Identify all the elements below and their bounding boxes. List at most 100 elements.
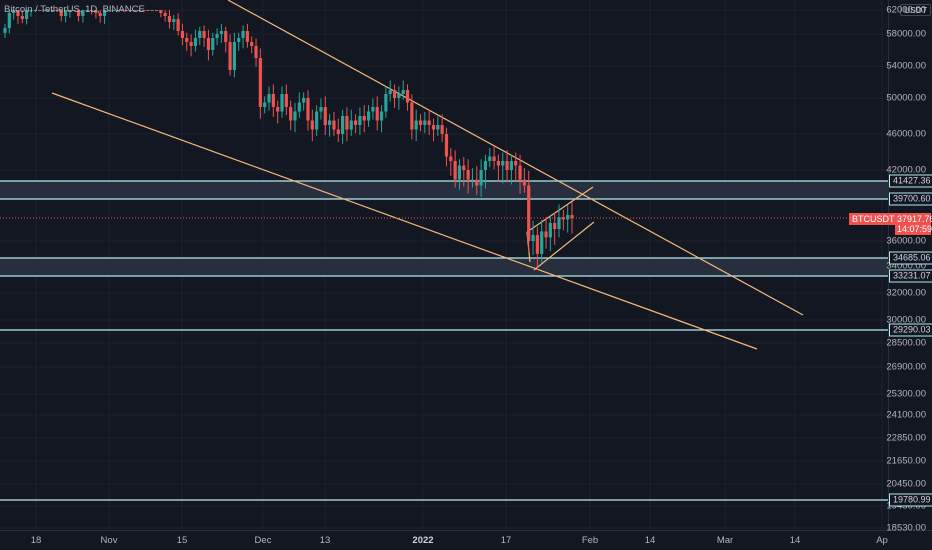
candle-body <box>167 16 172 22</box>
candle-body <box>16 10 20 16</box>
candle-body <box>479 170 483 186</box>
candle-body <box>42 10 46 11</box>
candle-body <box>263 102 267 107</box>
trendline <box>51 92 758 350</box>
candle-body <box>289 107 293 121</box>
candle-body <box>85 10 89 11</box>
level-price-badge: 33231.07 <box>889 269 932 283</box>
candle-body <box>206 38 211 50</box>
candle-body <box>211 38 215 50</box>
price-tick-label: 22850.00 <box>886 432 926 444</box>
candle-body <box>29 10 33 11</box>
candle-body <box>185 38 189 42</box>
price-tick-label: 21650.00 <box>886 455 926 467</box>
candle-body <box>527 185 531 241</box>
candle-body <box>219 31 224 34</box>
candle-body <box>362 116 366 121</box>
candle-body <box>336 129 340 134</box>
candle-body <box>20 16 24 19</box>
candle-body <box>544 231 548 238</box>
candle-body <box>315 111 319 130</box>
time-tick-label: 14 <box>789 535 801 546</box>
candle-body <box>453 161 457 180</box>
price-tick-label: 58000.00 <box>886 28 926 40</box>
price-zone <box>0 258 888 276</box>
candle-body <box>388 90 392 94</box>
candle-body <box>384 94 388 112</box>
time-tick-label: 15 <box>176 535 188 546</box>
time-axis-border <box>0 530 932 531</box>
candle-body <box>457 165 462 180</box>
candle-body <box>215 34 219 38</box>
candle-body <box>224 31 228 42</box>
candle-body <box>189 42 193 46</box>
candle-body <box>38 10 42 11</box>
price-tick-label: 36000.00 <box>886 235 926 247</box>
candle-body <box>557 217 561 230</box>
candle-body <box>475 179 479 186</box>
candle-body <box>293 111 297 121</box>
candle-body <box>492 156 496 161</box>
candle-body <box>202 31 206 38</box>
candle-body <box>341 116 345 134</box>
price-axis-border <box>888 0 889 530</box>
price-tick-label: 26900.00 <box>886 361 926 373</box>
price-tick-label: 50000.00 <box>886 92 926 104</box>
candle-body <box>423 120 427 125</box>
candle-body <box>141 10 146 11</box>
candle-body <box>94 10 98 13</box>
candle-body <box>514 161 518 166</box>
candle-body <box>154 10 159 11</box>
level-price-badge: 34685.06 <box>889 251 932 265</box>
candle-body <box>436 125 440 130</box>
candle-countdown: 14:07:59 <box>897 224 932 234</box>
time-tick-label: Dec <box>254 535 272 546</box>
candle-body <box>540 231 544 254</box>
candle-body <box>284 94 288 107</box>
candle-body <box>345 116 349 130</box>
candle-body <box>59 10 63 16</box>
candle-body <box>146 10 150 11</box>
time-tick-label: 18 <box>30 535 42 546</box>
candle-body <box>120 10 124 11</box>
candle-body <box>566 214 570 220</box>
candle-body <box>254 46 258 58</box>
price-tick-label: 32000.00 <box>886 287 926 299</box>
candle-body <box>51 10 55 11</box>
candle-body <box>509 161 514 170</box>
price-tick-label: 34000.00 <box>886 260 926 272</box>
candle-body <box>561 217 565 220</box>
price-tick-label: 18530.00 <box>886 522 926 534</box>
candle-body <box>440 125 444 134</box>
candle-body <box>137 10 141 11</box>
candle-body <box>297 102 301 112</box>
candle-body <box>89 10 94 11</box>
time-tick-label: Nov <box>100 535 118 546</box>
candle-body <box>193 38 198 46</box>
candle-body <box>332 120 336 130</box>
currency-button[interactable]: USDT <box>900 4 932 16</box>
symbol-price-tag: BTCUSDT <box>849 213 898 225</box>
time-tick-label: 13 <box>319 535 331 546</box>
time-tick-label: Ap <box>876 535 888 546</box>
level-price-badge: 19780.99 <box>889 493 932 507</box>
candle-body <box>176 19 180 31</box>
level-price-badge: 39700.60 <box>889 192 932 206</box>
support-resistance-zones <box>0 181 888 276</box>
candle-body <box>496 161 501 166</box>
candle-body <box>371 107 375 112</box>
candle-body <box>444 134 449 157</box>
time-tick-label: 14 <box>644 535 656 546</box>
current-price-tag: 37917.76 14:07:59 <box>895 213 932 235</box>
candle-body <box>522 179 526 186</box>
candle-body <box>267 94 271 103</box>
candle-body <box>133 10 137 11</box>
candle-body <box>548 223 552 238</box>
chart-title: Bitcoin / TetherUS, 1D, BINANCE <box>4 4 145 15</box>
candle-body <box>431 125 436 130</box>
candle-body <box>418 120 423 125</box>
candle-body <box>466 170 470 180</box>
candle-body <box>150 10 154 11</box>
time-tick-label: 17 <box>500 535 512 546</box>
